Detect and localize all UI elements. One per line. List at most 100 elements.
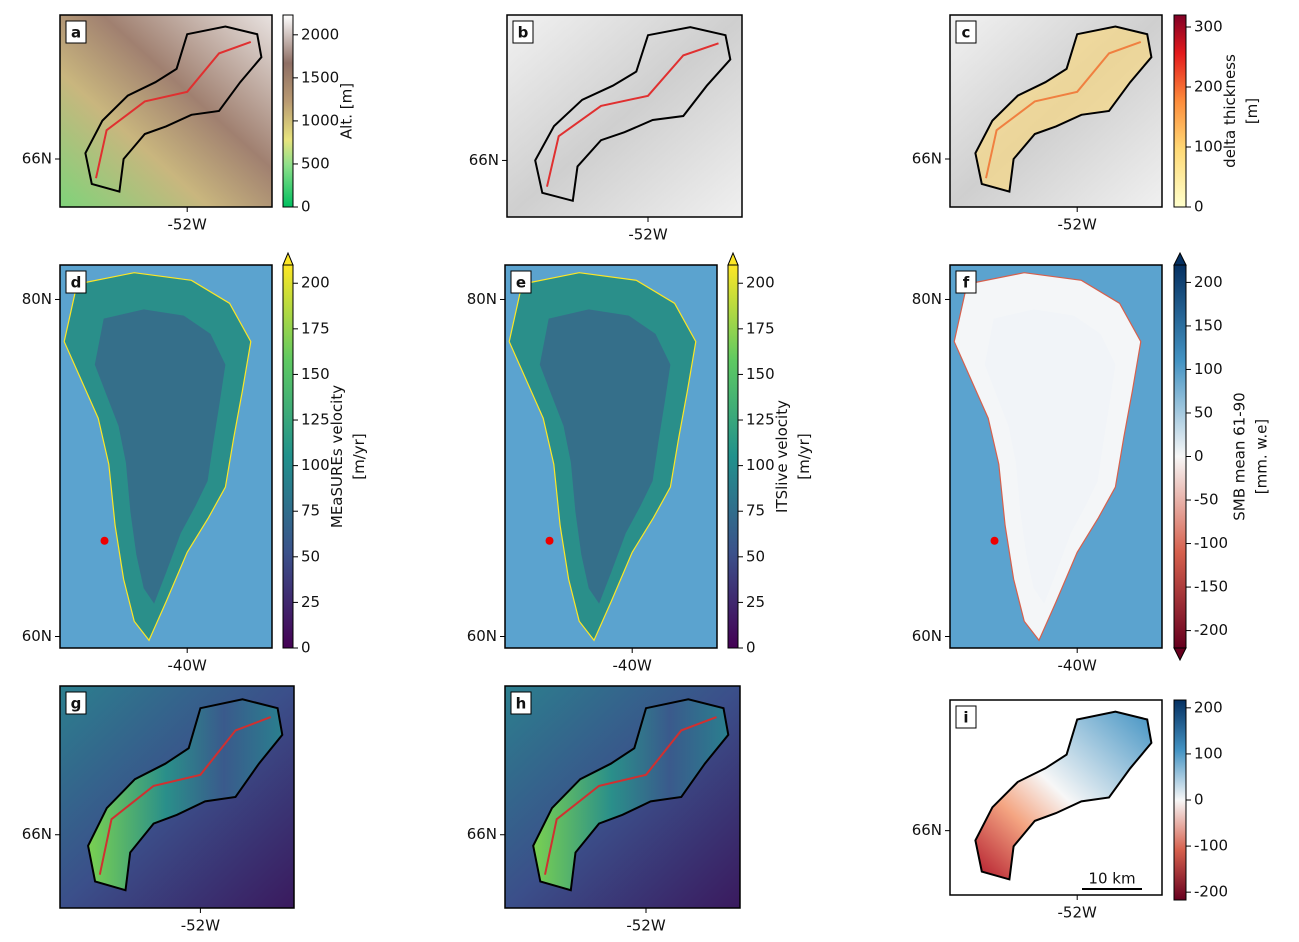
colorbar-tick-label: -50	[1194, 491, 1219, 509]
panel: h 66N -52W	[467, 686, 740, 935]
lon-label: -52W	[1058, 904, 1097, 922]
colorbar	[728, 265, 738, 648]
colorbar-tick-label: -200	[1194, 883, 1228, 901]
colorbar-tick-label: -200	[1194, 621, 1228, 639]
colorbar-label: Alt. [m]	[338, 83, 356, 139]
lat-label: 80N	[22, 290, 52, 308]
panel-label: e	[516, 274, 526, 292]
lat-label: 66N	[22, 825, 52, 843]
colorbar-tick-label: 75	[301, 502, 320, 520]
lat-label: 60N	[912, 627, 942, 645]
colorbar-tick-label: 50	[746, 547, 765, 565]
panel: i 66N -52W 10 km -200 -100 0 100 200	[912, 698, 1228, 921]
colorbar-extend	[1174, 648, 1186, 660]
map-background	[60, 15, 272, 207]
panel: a 66N -52W 0 500 1000 1500 2000 Alt. [m]	[22, 15, 356, 234]
colorbar-tick-label: 0	[1194, 447, 1204, 465]
panel: b 66N -52W	[469, 15, 742, 244]
colorbar	[1174, 700, 1186, 900]
colorbar-extend	[728, 253, 738, 265]
colorbar-tick-label: 150	[746, 365, 775, 383]
colorbar-tick-label: 150	[301, 365, 330, 383]
colorbar-tick-label: 2000	[301, 25, 339, 43]
colorbar-label: [m/yr]	[795, 433, 813, 479]
colorbar-label: delta thickness	[1221, 54, 1239, 168]
colorbar-label: [m/yr]	[350, 433, 368, 479]
colorbar-tick-label: 50	[301, 547, 320, 565]
lat-label: 66N	[912, 150, 942, 168]
colorbar	[283, 15, 293, 207]
colorbar-tick-label: 100	[1194, 138, 1223, 156]
colorbar-tick-label: 1000	[301, 111, 339, 129]
scale-bar-label: 10 km	[1088, 870, 1135, 888]
lon-label: -40W	[168, 657, 207, 675]
site-marker	[991, 537, 999, 545]
panel-label: f	[963, 274, 970, 292]
colorbar-extend	[283, 253, 293, 265]
colorbar-tick-label: 100	[1194, 744, 1223, 762]
panel-label: h	[516, 695, 527, 713]
panel: e80N60N-40W0255075100125150175200ITSlive…	[467, 253, 813, 675]
colorbar-tick-label: 175	[746, 319, 775, 337]
colorbar-tick-label: 500	[301, 154, 330, 172]
lat-label: 66N	[467, 825, 497, 843]
site-marker	[101, 537, 109, 545]
panel: g 66N -52W	[22, 686, 294, 935]
panel-label: d	[71, 274, 82, 292]
lat-label: 66N	[469, 151, 499, 169]
lon-label: -52W	[168, 216, 207, 234]
colorbar-tick-label: 200	[1194, 273, 1223, 291]
colorbar-tick-label: 1500	[301, 68, 339, 86]
colorbar-tick-label: 75	[746, 502, 765, 520]
colorbar-tick-label: -100	[1194, 534, 1228, 552]
lat-label: 60N	[22, 627, 52, 645]
colorbar-tick-label: 0	[746, 639, 756, 657]
figure: a66N-52W0500100015002000Alt. [m]b66N-52W…	[0, 0, 1299, 938]
colorbar-extend	[1174, 253, 1186, 265]
lat-label: 66N	[22, 150, 52, 168]
lat-label: 66N	[912, 821, 942, 839]
lon-label: -52W	[628, 226, 667, 244]
colorbar-tick-label: 200	[1194, 698, 1223, 716]
lon-label: -52W	[181, 917, 220, 935]
colorbar-tick-label: -150	[1194, 578, 1228, 596]
colorbar-tick-label: 100	[746, 456, 775, 474]
colorbar-label: MEaSUREs velocity	[328, 385, 346, 528]
colorbar-tick-label: -100	[1194, 837, 1228, 855]
colorbar-tick-label: 25	[746, 593, 765, 611]
colorbar-label: ITSlive velocity	[773, 400, 791, 513]
colorbar-label: [mm. w.e]	[1253, 419, 1271, 494]
panel-label: i	[963, 709, 968, 727]
colorbar-tick-label: 0	[1194, 791, 1204, 809]
colorbar-tick-label: 0	[301, 639, 311, 657]
colorbar-tick-label: 0	[1194, 198, 1204, 216]
colorbar-tick-label: 25	[301, 593, 320, 611]
lon-label: -40W	[613, 657, 652, 675]
colorbar-tick-label: 200	[746, 274, 775, 292]
panel-label: g	[71, 695, 82, 713]
colorbar	[283, 265, 293, 648]
lat-label: 80N	[912, 290, 942, 308]
colorbar-tick-label: 50	[1194, 403, 1213, 421]
colorbar-tick-label: 125	[301, 411, 330, 429]
colorbar-tick-label: 100	[1194, 360, 1223, 378]
lon-label: -40W	[1058, 657, 1097, 675]
colorbar-tick-label: 150	[1194, 316, 1223, 334]
lat-label: 80N	[467, 290, 497, 308]
colorbar-tick-label: 200	[301, 274, 330, 292]
colorbar-tick-label: 200	[1194, 78, 1223, 96]
panel-label: c	[962, 24, 971, 42]
panel-label: b	[518, 24, 529, 42]
colorbar	[1174, 15, 1186, 207]
site-marker	[546, 537, 554, 545]
lon-label: -52W	[626, 917, 665, 935]
lon-label: -52W	[1058, 216, 1097, 234]
colorbar	[1174, 265, 1186, 648]
colorbar-label: SMB mean 61-90	[1231, 392, 1249, 520]
map-background	[507, 15, 742, 217]
panel: d80N60N-40W0255075100125150175200MEaSURE…	[22, 253, 368, 675]
panel-label: a	[71, 24, 81, 42]
colorbar-tick-label: 0	[301, 198, 311, 216]
lat-label: 60N	[467, 627, 497, 645]
